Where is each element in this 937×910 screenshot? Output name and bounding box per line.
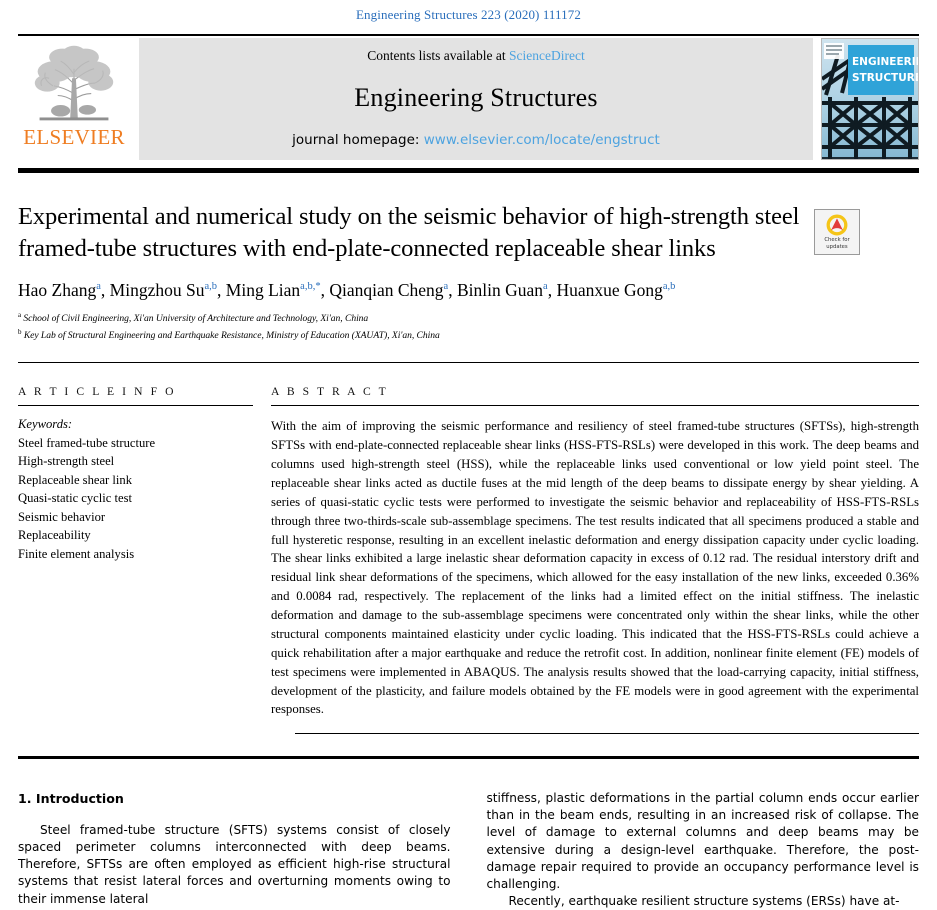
body-columns: 1. Introduction Steel framed-tube struct… — [18, 790, 919, 910]
affiliation-item: b Key Lab of Structural Engineering and … — [18, 327, 919, 343]
keywords-block: Keywords: Steel framed-tube structure Hi… — [18, 415, 253, 563]
svg-text:STRUCTURES: STRUCTURES — [852, 72, 918, 84]
crossmark-label: Check for updates — [824, 237, 849, 250]
sciencedirect-link[interactable]: ScienceDirect — [509, 48, 585, 63]
affiliation-text: School of Civil Engineering, Xi'an Unive… — [23, 313, 369, 325]
journal-homepage-link[interactable]: www.elsevier.com/locate/engstruct — [423, 132, 660, 148]
keyword-item: Finite element analysis — [18, 546, 135, 561]
contents-lists-line: Contents lists available at ScienceDirec… — [139, 48, 813, 64]
header-section-bottom-rule — [18, 756, 919, 759]
info-section-top-rule — [18, 362, 919, 364]
keyword-item: Replaceable shear link — [18, 472, 132, 487]
abstract-text: With the aim of improving the seismic pe… — [271, 419, 919, 717]
abstract-heading: A B S T R A C T — [271, 385, 389, 399]
intro-paragraph-right-2: Recently, earthquake resilient structure… — [508, 894, 900, 909]
affiliation-marker: b — [18, 327, 22, 336]
crossmark-check-for-updates-icon — [826, 214, 848, 236]
journal-masthead: ELSEVIER Contents lists available at Sci… — [18, 34, 919, 164]
author-list: Hao Zhanga, Mingzhou Sua,b, Ming Liana,b… — [18, 279, 676, 300]
elsevier-tree-icon — [34, 45, 114, 121]
crossmark-line1: Check for — [824, 236, 850, 243]
running-head: Engineering Structures 223 (2020) 111172 — [356, 7, 581, 22]
section-heading-introduction: 1. Introduction — [18, 791, 124, 806]
elsevier-wordmark: ELSEVIER — [23, 125, 125, 149]
affiliation-item: a School of Civil Engineering, Xi'an Uni… — [18, 310, 919, 326]
keyword-item: Steel framed-tube structure — [18, 435, 156, 450]
info-abstract-row: A R T I C L E I N F O Keywords: Steel fr… — [18, 385, 919, 719]
masthead-bottom-rule — [18, 168, 919, 173]
keyword-item: High-strength steel — [18, 454, 115, 469]
crossmark-badge[interactable]: Check for updates — [814, 209, 860, 255]
intro-paragraph-left: Steel framed-tube structure (SFTS) syste… — [18, 822, 451, 906]
journal-cover-image: ENGINEERING STRUCTURES — [822, 39, 918, 159]
page-title: Experimental and numerical study on the … — [18, 203, 800, 262]
article-info-column: A R T I C L E I N F O Keywords: Steel fr… — [18, 385, 271, 563]
keyword-item: Replaceability — [18, 528, 91, 543]
keyword-item: Quasi-static cyclic test — [18, 491, 133, 506]
journal-band: Contents lists available at ScienceDirec… — [139, 38, 813, 160]
body-column-left: 1. Introduction Steel framed-tube struct… — [18, 790, 451, 910]
journal-cover-thumbnail: ENGINEERING STRUCTURES — [821, 38, 919, 160]
abstract-bottom-rule — [295, 733, 919, 735]
article-info-rule — [18, 405, 253, 407]
journal-homepage-line: journal homepage: www.elsevier.com/locat… — [139, 132, 813, 148]
title-block: Experimental and numerical study on the … — [18, 201, 919, 265]
body-column-right: stiffness, plastic deformations in the p… — [487, 790, 920, 910]
affiliation-marker: a — [18, 311, 22, 320]
contents-lists-prefix: Contents lists available at — [367, 48, 509, 63]
keywords-label: Keywords: — [18, 417, 73, 432]
svg-text:ENGINEERING: ENGINEERING — [852, 56, 918, 68]
affiliation-text: Key Lab of Structural Engineering and Ea… — [23, 329, 440, 341]
affiliation-list: a School of Civil Engineering, Xi'an Uni… — [18, 310, 919, 343]
journal-title: Engineering Structures — [354, 83, 598, 112]
elsevier-logo: ELSEVIER — [18, 36, 130, 164]
intro-paragraph-right-1: stiffness, plastic deformations in the p… — [486, 791, 920, 891]
journal-homepage-prefix: journal homepage: — [292, 132, 424, 148]
abstract-column: A B S T R A C T With the aim of improvin… — [271, 385, 919, 719]
keyword-item: Seismic behavior — [18, 509, 106, 524]
article-info-heading: A R T I C L E I N F O — [18, 385, 177, 399]
crossmark-line2: updates — [826, 243, 848, 250]
abstract-rule — [271, 405, 919, 407]
